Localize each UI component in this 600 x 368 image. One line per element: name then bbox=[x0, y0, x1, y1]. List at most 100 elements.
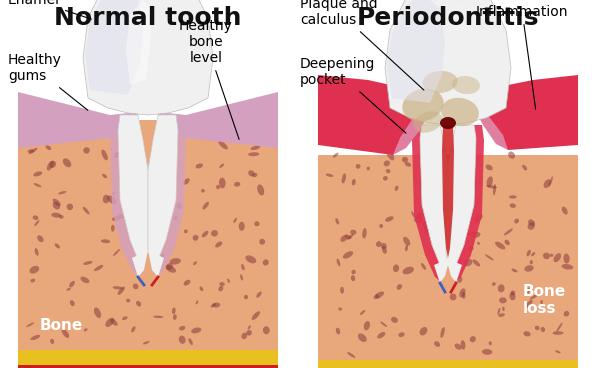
Ellipse shape bbox=[524, 300, 533, 309]
Bar bbox=[318, 360, 578, 368]
Ellipse shape bbox=[522, 165, 527, 170]
Ellipse shape bbox=[495, 242, 505, 250]
Ellipse shape bbox=[434, 213, 437, 217]
Ellipse shape bbox=[83, 207, 89, 215]
Ellipse shape bbox=[113, 286, 124, 290]
Ellipse shape bbox=[201, 189, 205, 192]
Ellipse shape bbox=[498, 284, 505, 293]
Ellipse shape bbox=[438, 210, 447, 214]
Ellipse shape bbox=[403, 267, 414, 275]
Ellipse shape bbox=[263, 326, 270, 334]
Ellipse shape bbox=[257, 184, 264, 195]
Ellipse shape bbox=[191, 328, 202, 333]
Text: Deepening
pocket: Deepening pocket bbox=[300, 57, 406, 133]
Ellipse shape bbox=[34, 220, 40, 226]
Polygon shape bbox=[126, 0, 153, 85]
Ellipse shape bbox=[103, 195, 109, 204]
Ellipse shape bbox=[335, 218, 339, 224]
Ellipse shape bbox=[485, 164, 493, 170]
Ellipse shape bbox=[423, 208, 430, 213]
Ellipse shape bbox=[248, 170, 254, 177]
Text: Bone: Bone bbox=[40, 318, 83, 333]
Ellipse shape bbox=[382, 246, 387, 254]
Ellipse shape bbox=[422, 71, 457, 93]
Ellipse shape bbox=[113, 249, 120, 256]
Ellipse shape bbox=[47, 160, 54, 171]
Ellipse shape bbox=[138, 261, 143, 263]
Ellipse shape bbox=[425, 229, 430, 233]
Ellipse shape bbox=[28, 148, 37, 154]
Ellipse shape bbox=[364, 321, 370, 330]
Ellipse shape bbox=[499, 297, 507, 303]
Ellipse shape bbox=[502, 307, 505, 311]
Ellipse shape bbox=[405, 162, 411, 167]
Ellipse shape bbox=[53, 199, 61, 206]
Ellipse shape bbox=[535, 326, 539, 330]
Ellipse shape bbox=[416, 213, 423, 219]
Ellipse shape bbox=[239, 222, 245, 231]
Text: Normal tooth: Normal tooth bbox=[54, 6, 242, 30]
Ellipse shape bbox=[263, 259, 269, 266]
Ellipse shape bbox=[563, 311, 569, 316]
Polygon shape bbox=[318, 75, 426, 155]
Ellipse shape bbox=[29, 266, 39, 273]
Ellipse shape bbox=[367, 167, 370, 170]
Ellipse shape bbox=[341, 173, 346, 184]
Ellipse shape bbox=[362, 228, 367, 238]
Ellipse shape bbox=[151, 188, 156, 194]
Ellipse shape bbox=[486, 185, 497, 188]
Ellipse shape bbox=[381, 243, 387, 249]
Ellipse shape bbox=[544, 179, 551, 188]
Ellipse shape bbox=[461, 340, 466, 350]
Ellipse shape bbox=[136, 301, 141, 307]
Ellipse shape bbox=[199, 286, 203, 291]
Ellipse shape bbox=[383, 160, 390, 166]
Polygon shape bbox=[148, 115, 178, 265]
Ellipse shape bbox=[184, 280, 190, 286]
Ellipse shape bbox=[112, 216, 121, 221]
Ellipse shape bbox=[218, 286, 223, 291]
Ellipse shape bbox=[188, 338, 193, 345]
Ellipse shape bbox=[179, 336, 185, 344]
Ellipse shape bbox=[464, 232, 475, 236]
Ellipse shape bbox=[62, 329, 69, 338]
Ellipse shape bbox=[155, 254, 165, 259]
Ellipse shape bbox=[498, 313, 505, 317]
Ellipse shape bbox=[157, 203, 163, 210]
Ellipse shape bbox=[460, 289, 466, 298]
Ellipse shape bbox=[508, 152, 515, 159]
Ellipse shape bbox=[173, 314, 177, 320]
Ellipse shape bbox=[94, 265, 103, 271]
Ellipse shape bbox=[397, 284, 402, 290]
Ellipse shape bbox=[527, 222, 535, 230]
Ellipse shape bbox=[52, 213, 61, 217]
Polygon shape bbox=[83, 0, 213, 115]
Ellipse shape bbox=[149, 172, 157, 177]
Ellipse shape bbox=[136, 145, 140, 152]
Ellipse shape bbox=[440, 327, 445, 338]
Ellipse shape bbox=[165, 265, 176, 273]
Ellipse shape bbox=[505, 240, 510, 245]
Ellipse shape bbox=[379, 224, 383, 228]
Ellipse shape bbox=[183, 178, 190, 185]
Ellipse shape bbox=[556, 323, 562, 332]
Polygon shape bbox=[132, 250, 148, 277]
Polygon shape bbox=[442, 125, 454, 258]
Ellipse shape bbox=[562, 264, 573, 270]
Ellipse shape bbox=[391, 317, 398, 323]
Polygon shape bbox=[387, 0, 445, 103]
Ellipse shape bbox=[193, 235, 199, 241]
Ellipse shape bbox=[455, 259, 461, 266]
Ellipse shape bbox=[244, 295, 248, 299]
Ellipse shape bbox=[173, 145, 178, 149]
Text: Healthy
bone
level: Healthy bone level bbox=[179, 19, 239, 139]
Ellipse shape bbox=[196, 300, 199, 304]
Polygon shape bbox=[385, 0, 511, 125]
Ellipse shape bbox=[259, 239, 265, 245]
Ellipse shape bbox=[248, 325, 251, 329]
Ellipse shape bbox=[46, 145, 51, 150]
Ellipse shape bbox=[220, 164, 224, 168]
Ellipse shape bbox=[475, 214, 483, 222]
Ellipse shape bbox=[472, 259, 480, 266]
Ellipse shape bbox=[70, 300, 74, 306]
